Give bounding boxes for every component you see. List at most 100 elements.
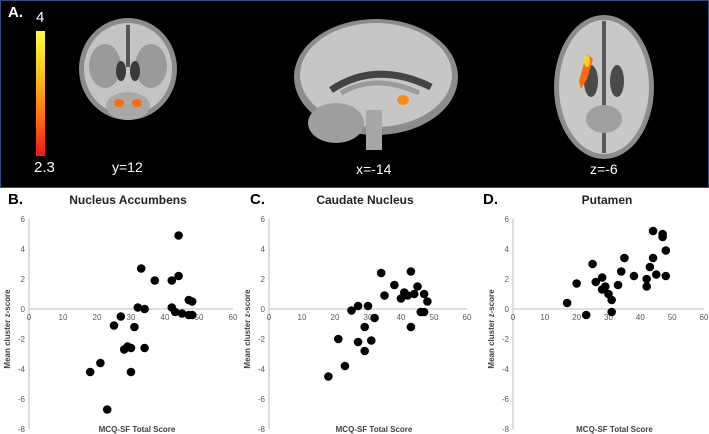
data-point: [572, 279, 581, 288]
brain-slices-panel: A. 4 2.3 y=12 x=-14 z=-6: [0, 0, 709, 188]
data-point: [102, 405, 112, 414]
y-tick-label: -6: [18, 395, 26, 404]
coronal-brain-slice: [79, 18, 177, 120]
y-tick-label: -2: [258, 335, 266, 344]
x-axis-label: MCQ-SF Total Score: [576, 425, 653, 434]
y-tick-label: 0: [505, 305, 510, 314]
data-point: [648, 226, 658, 236]
y-tick-label: 6: [21, 215, 26, 224]
data-point: [353, 301, 363, 311]
data-point: [340, 361, 350, 371]
data-point: [360, 322, 369, 332]
panel-letter: D.: [483, 191, 498, 208]
data-point: [133, 303, 143, 312]
nucleus-accumbens-left-cluster: [114, 99, 124, 107]
y-tick-label: 2: [261, 275, 266, 284]
data-point: [177, 309, 187, 318]
data-point: [174, 271, 183, 281]
axial-brain-slice: [554, 15, 654, 159]
y-axis-label: Mean cluster z-score: [3, 289, 12, 369]
data-point: [324, 372, 333, 381]
data-point: [607, 295, 616, 305]
data-point: [126, 367, 136, 377]
y-axis-label: Mean cluster z-score: [243, 289, 252, 369]
data-point: [658, 232, 667, 242]
sagittal-brain-slice: [294, 19, 458, 150]
data-point: [601, 282, 610, 291]
y-tick-label: -2: [18, 335, 26, 344]
y-tick-label: 4: [21, 245, 26, 254]
x-tick-label: 30: [127, 313, 136, 322]
chart-title: Caudate Nucleus: [316, 193, 414, 207]
data-point: [380, 291, 389, 300]
data-point: [390, 280, 399, 290]
data-point: [140, 343, 149, 353]
x-tick-label: 60: [229, 313, 238, 322]
coronal-slice-label: y=12: [112, 159, 143, 175]
y-tick-label: -4: [258, 365, 266, 374]
x-tick-label: 50: [430, 313, 439, 322]
sagittal-slice-label: x=-14: [356, 161, 392, 177]
x-tick-label: 10: [59, 313, 68, 322]
data-point: [363, 301, 373, 311]
x-tick-label: 30: [364, 313, 373, 322]
chart-c-caudate-nucleus: C. Caudate Nucleus 6 4 2 0 -2 -4 -6 -8 0 10 20 30 40 50…: [240, 188, 475, 434]
data-point: [597, 273, 607, 282]
data-point: [96, 358, 105, 368]
x-tick-label: 60: [463, 313, 472, 322]
panel-a-letter: A.: [8, 4, 23, 21]
data-point: [85, 367, 95, 377]
data-point: [140, 304, 149, 314]
x-tick-label: 60: [700, 313, 709, 322]
data-point: [167, 276, 177, 285]
data-point: [126, 343, 136, 353]
data-point: [174, 231, 183, 240]
y-tick-label: -6: [258, 395, 266, 404]
data-point: [591, 277, 601, 287]
panel-letter: C.: [250, 191, 265, 208]
y-tick-label: -2: [502, 335, 510, 344]
y-axis-label: Mean cluster z-score: [487, 289, 496, 369]
y-tick-label: 6: [261, 215, 266, 224]
data-point: [588, 259, 597, 269]
data-point: [187, 297, 197, 306]
data-point: [406, 267, 416, 276]
data-point: [562, 298, 572, 308]
data-point: [423, 297, 432, 306]
y-tick-label: -8: [502, 425, 510, 434]
data-point: [334, 334, 343, 344]
data-point: [661, 271, 671, 281]
data-point: [409, 289, 419, 299]
data-point: [406, 322, 416, 332]
y-tick-label: 2: [21, 275, 26, 284]
x-tick-label: 0: [27, 313, 32, 322]
y-tick-label: -4: [502, 365, 510, 374]
chart-title: Putamen: [582, 193, 633, 207]
x-tick-label: 0: [511, 313, 516, 322]
y-tick-label: 0: [21, 305, 26, 314]
data-point: [347, 306, 356, 315]
data-point: [353, 337, 363, 347]
y-tick-label: 6: [505, 215, 510, 224]
data-point: [616, 267, 626, 276]
y-tick-label: 0: [261, 305, 266, 314]
data-point: [367, 336, 376, 345]
caudate-cluster: [397, 95, 409, 105]
x-tick-label: 40: [397, 313, 406, 322]
data-point: [648, 253, 658, 263]
axial-slice-label: z=-6: [590, 161, 618, 177]
data-point: [661, 246, 671, 255]
data-point: [187, 310, 197, 320]
x-tick-label: 20: [331, 313, 340, 322]
data-point: [613, 280, 623, 290]
data-point: [136, 264, 146, 273]
data-point: [413, 282, 422, 291]
x-tick-label: 30: [604, 313, 613, 322]
x-tick-label: 50: [195, 313, 204, 322]
y-tick-label: -4: [18, 365, 26, 374]
nucleus-accumbens-right-cluster: [132, 99, 142, 107]
data-point: [651, 270, 661, 279]
